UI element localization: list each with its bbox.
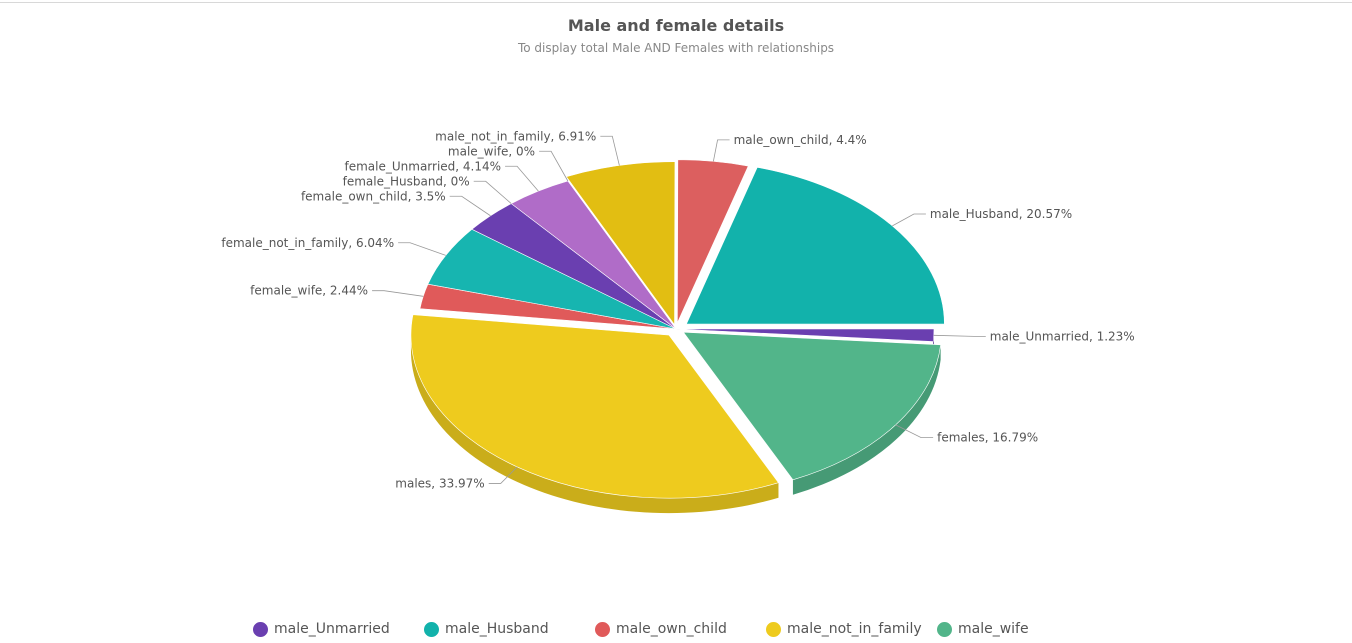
data-label-female-wife: female_wife, 2.44% — [250, 284, 368, 298]
data-label-connector — [933, 334, 986, 337]
legend-item-male-wife[interactable]: male_wife — [937, 618, 1029, 640]
slice-male-husband[interactable] — [685, 166, 945, 325]
data-label-connector — [488, 466, 518, 484]
data-label-connector — [712, 139, 730, 162]
data-label-male-husband: male_Husband, 20.57% — [930, 207, 1072, 221]
slice-females-side — [792, 344, 941, 495]
legend-marker — [424, 621, 439, 637]
legend-marker — [766, 621, 781, 637]
data-label-male-own-child: male_own_child, 4.4% — [734, 133, 867, 147]
data-label-female-unmarried: female_Unmarried, 4.14% — [345, 159, 502, 173]
data-label-connector — [449, 195, 491, 217]
slice-male-not-in-family[interactable] — [565, 161, 676, 326]
top-divider — [0, 2, 1352, 3]
chart-subtitle: To display total Male AND Females with r… — [517, 41, 835, 55]
data-label-female-own-child: female_own_child, 3.5% — [301, 189, 446, 203]
data-label-males: males, 33.97% — [395, 476, 484, 490]
data-label-connector — [892, 213, 926, 227]
data-label-female-not-in-family: female_not_in_family, 6.04% — [221, 236, 394, 250]
slice-females[interactable] — [682, 331, 941, 481]
legend-marker — [937, 621, 952, 637]
legend-item-male-unmarried[interactable]: male_Unmarried — [253, 618, 390, 640]
legend-label: male_Unmarried — [274, 621, 390, 637]
data-label-connector — [398, 242, 446, 256]
legend-item-male-not-in-family[interactable]: male_not_in_family — [766, 618, 922, 640]
chart-title: Male and female details — [567, 16, 785, 35]
legend-label: male_wife — [958, 621, 1029, 637]
data-label-connector — [505, 165, 539, 192]
legend-label: male_not_in_family — [787, 621, 922, 637]
legend-item-male-own-child[interactable]: male_own_child — [595, 618, 727, 640]
slice-males-side — [410, 335, 779, 514]
data-label-female-husband: female_Husband, 0% — [343, 174, 470, 188]
chart-legend: male_Unmarried male_Husband male_own_child… — [0, 618, 1352, 640]
data-label-connector — [895, 424, 934, 439]
legend-marker — [595, 621, 610, 637]
data-label-connector — [539, 150, 569, 182]
data-label-connector — [600, 135, 620, 166]
legend-label: male_own_child — [616, 621, 727, 637]
data-label-male-not-in-family: male_not_in_family, 6.91% — [435, 129, 596, 143]
legend-marker — [253, 621, 268, 637]
data-label-females: females, 16.79% — [937, 431, 1038, 445]
legend-label: male_Husband — [445, 621, 549, 637]
legend-item-male-husband[interactable]: male_Husband — [424, 618, 549, 640]
data-label-connector — [372, 290, 424, 297]
data-label-connector — [473, 180, 512, 204]
data-label-male-unmarried: male_Unmarried, 1.23% — [990, 329, 1135, 343]
data-label-male-wife: male_wife, 0% — [448, 144, 535, 158]
